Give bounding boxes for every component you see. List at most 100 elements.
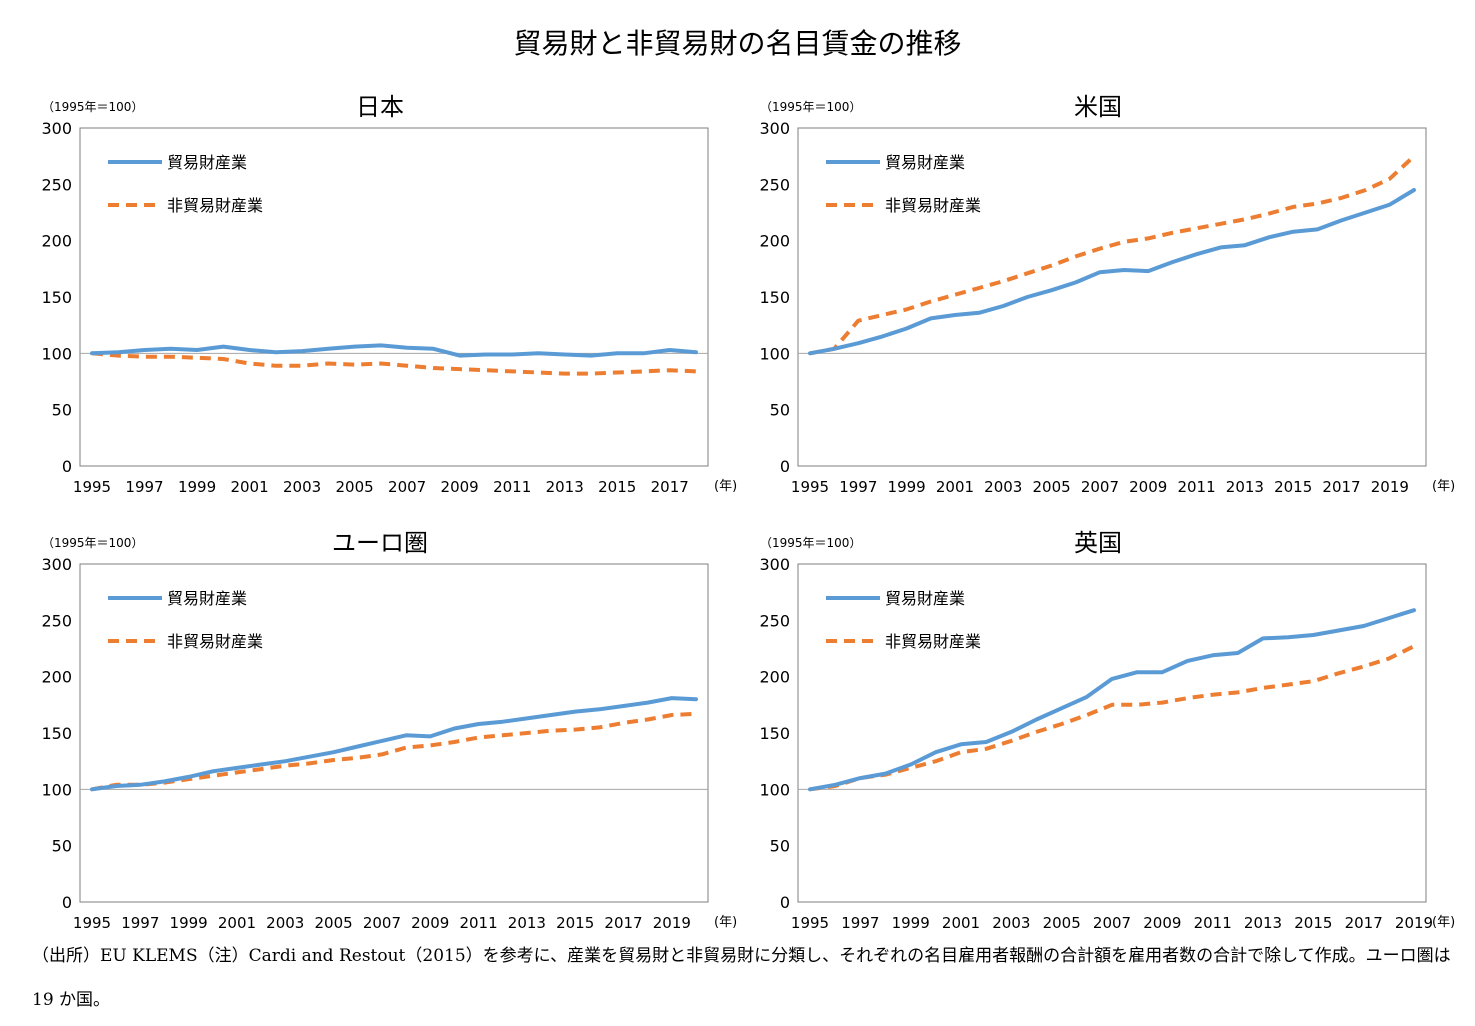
x-tick-label: 2005: [1043, 914, 1081, 932]
x-tick-label: 2009: [411, 914, 449, 932]
data-point-tradable: [501, 720, 504, 723]
plot-frame: [79, 127, 709, 467]
x-tick-label: 2009: [1129, 478, 1167, 496]
data-point-nontradable: [356, 756, 359, 759]
data-point-tradable: [248, 348, 251, 351]
data-point-tradable: [1186, 659, 1189, 662]
data-point-tradable: [1136, 671, 1139, 674]
data-point-tradable: [859, 777, 862, 780]
data-point-tradable: [139, 783, 142, 786]
y-tick-label: 0: [780, 457, 790, 476]
data-point-nontradable: [353, 363, 356, 366]
data-point-nontradable: [985, 747, 988, 750]
y-tick-label: 300: [41, 555, 72, 574]
data-point-tradable: [327, 347, 330, 350]
data-point-nontradable: [1161, 701, 1164, 704]
data-point-tradable: [1002, 305, 1005, 308]
data-point-tradable: [187, 775, 190, 778]
legend-label-nontradable: 非貿易財産業: [885, 196, 981, 215]
data-point-tradable: [301, 350, 304, 353]
x-tick-label: 2007: [1093, 914, 1131, 932]
x-tick-label: 2017: [651, 478, 689, 496]
data-point-nontradable: [429, 744, 432, 747]
data-point-tradable: [809, 788, 812, 791]
x-tick-label: 1995: [791, 478, 829, 496]
data-point-nontradable: [260, 768, 263, 771]
data-point-tradable: [196, 348, 199, 351]
data-point-tradable: [1362, 624, 1365, 627]
data-point-tradable: [511, 353, 514, 356]
data-point-nontradable: [905, 308, 908, 311]
data-point-tradable: [589, 354, 592, 357]
x-tick-label: 1999: [888, 478, 926, 496]
data-point-tradable: [1413, 609, 1416, 612]
legend-label-tradable: 貿易財産業: [885, 589, 965, 608]
data-point-nontradable: [953, 293, 956, 296]
data-point-nontradable: [196, 356, 199, 359]
data-point-tradable: [1268, 236, 1271, 239]
data-point-tradable: [1195, 253, 1198, 256]
data-point-tradable: [834, 783, 837, 786]
x-tick-label: 1995: [73, 914, 111, 932]
legend-label-nontradable: 非貿易財産業: [167, 196, 263, 215]
x-tick-label: 2005: [336, 478, 374, 496]
data-point-tradable: [1243, 244, 1246, 247]
x-tick-label: 1999: [170, 914, 208, 932]
y-tick-label: 250: [759, 611, 790, 630]
y-tick-label: 50: [770, 401, 790, 420]
x-axis-unit-label: (年): [714, 915, 737, 930]
x-tick-label: 2007: [388, 478, 426, 496]
x-tick-label: 1995: [791, 914, 829, 932]
data-point-nontradable: [1312, 680, 1315, 683]
data-point-nontradable: [143, 355, 146, 358]
data-point-tradable: [353, 345, 356, 348]
chart-title: ユーロ圏: [332, 529, 428, 557]
data-point-tradable: [1337, 629, 1340, 632]
x-tick-label: 2015: [1294, 914, 1332, 932]
data-point-nontradable: [211, 774, 214, 777]
data-point-tradable: [909, 763, 912, 766]
x-tick-label: 2019: [653, 914, 691, 932]
data-point-tradable: [537, 352, 540, 355]
legend-label-tradable: 貿易財産業: [885, 153, 965, 172]
data-point-tradable: [1111, 677, 1114, 680]
data-point-nontradable: [537, 371, 540, 374]
data-point-nontradable: [117, 354, 120, 357]
x-tick-label: 2017: [604, 914, 642, 932]
data-point-tradable: [642, 352, 645, 355]
data-point-tradable: [1413, 188, 1416, 191]
data-point-tradable: [598, 708, 601, 711]
data-point-tradable: [833, 347, 836, 350]
data-point-nontradable: [501, 734, 504, 737]
figure-title: 貿易財と非貿易財の名目賃金の推移: [513, 27, 962, 60]
y-tick-label: 250: [759, 175, 790, 194]
data-point-nontradable: [563, 372, 566, 375]
data-point-nontradable: [978, 286, 981, 289]
data-point-tradable: [960, 743, 963, 746]
data-point-nontradable: [1236, 691, 1239, 694]
data-point-nontradable: [1136, 703, 1139, 706]
data-point-nontradable: [222, 357, 225, 360]
data-point-nontradable: [1060, 722, 1063, 725]
data-point-tradable: [1364, 211, 1367, 214]
y-axis-unit-label: （1995年＝100）: [42, 100, 143, 114]
data-point-tradable: [646, 701, 649, 704]
data-point-tradable: [260, 763, 263, 766]
data-point-tradable: [574, 710, 577, 713]
legend-label-tradable: 貿易財産業: [167, 153, 247, 172]
data-point-tradable: [332, 751, 335, 754]
data-point-tradable: [453, 727, 456, 730]
y-tick-label: 150: [41, 288, 72, 307]
data-point-tradable: [934, 751, 937, 754]
x-tick-label: 2019: [1395, 914, 1433, 932]
x-tick-label: 2011: [459, 914, 497, 932]
data-point-nontradable: [646, 718, 649, 721]
data-point-tradable: [616, 352, 619, 355]
data-point-tradable: [978, 311, 981, 314]
y-tick-label: 200: [41, 232, 72, 251]
series-line-nontradable: [809, 154, 1416, 356]
data-point-nontradable: [1262, 686, 1265, 689]
data-point-tradable: [380, 739, 383, 742]
data-point-tradable: [406, 346, 409, 349]
data-point-nontradable: [1085, 713, 1088, 716]
